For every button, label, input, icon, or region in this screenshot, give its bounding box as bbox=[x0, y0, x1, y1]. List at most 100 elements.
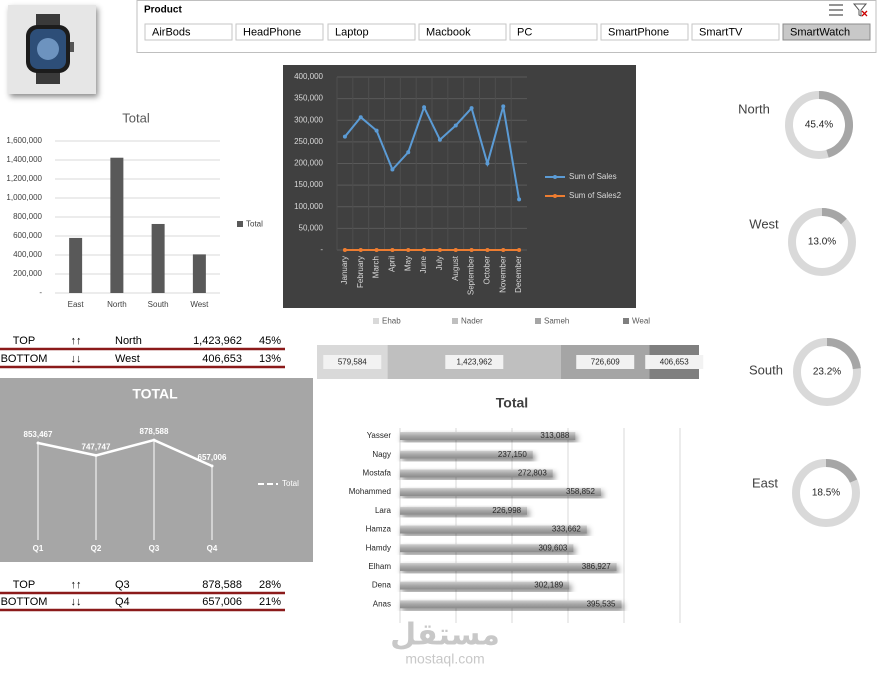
point bbox=[437, 137, 442, 142]
legend-label: Nader bbox=[461, 317, 483, 326]
point bbox=[485, 161, 490, 166]
bar bbox=[400, 432, 576, 440]
point bbox=[358, 248, 363, 252]
table-cell: BOTTOM bbox=[1, 353, 48, 365]
x-tick-label: August bbox=[451, 255, 460, 281]
y-tick-label: Hamdy bbox=[366, 543, 391, 552]
point bbox=[501, 248, 506, 252]
slicer-title: Product bbox=[144, 5, 182, 16]
chart-title: Total bbox=[122, 110, 150, 125]
y-tick-label: 300,000 bbox=[294, 115, 323, 124]
button-box bbox=[327, 23, 416, 41]
bar bbox=[400, 562, 617, 571]
y-tick-label: 400,000 bbox=[13, 250, 42, 259]
legend-label: Weal bbox=[632, 317, 650, 326]
y-tick-label: Mohammed bbox=[349, 487, 391, 496]
y-tick-label: 150,000 bbox=[294, 180, 323, 189]
ring-segment bbox=[821, 208, 847, 225]
point bbox=[210, 464, 214, 468]
chart-title: Total bbox=[496, 395, 528, 411]
legend-label: Sum of Sales2 bbox=[569, 191, 622, 200]
data-label: 406,653 bbox=[660, 358, 689, 367]
point bbox=[390, 167, 395, 172]
ring-segment bbox=[818, 91, 853, 158]
bar bbox=[400, 450, 533, 459]
x-tick-label: Q3 bbox=[149, 544, 160, 553]
y-tick-label: - bbox=[39, 288, 42, 297]
point bbox=[342, 248, 347, 252]
point bbox=[94, 453, 98, 457]
table-cell: North bbox=[115, 335, 142, 347]
point bbox=[422, 105, 427, 110]
point bbox=[358, 115, 363, 120]
product-image bbox=[8, 5, 96, 94]
table-cell: 21% bbox=[259, 596, 281, 608]
table-cell: ↑↑ bbox=[71, 579, 82, 591]
slicer-button[interactable]: HeadPhone bbox=[235, 23, 324, 41]
series-line bbox=[37, 438, 213, 468]
y-tick-label: 1,200,000 bbox=[6, 174, 42, 183]
button-label: AirBods bbox=[152, 26, 191, 38]
data-label: 386,927 bbox=[582, 562, 611, 571]
table-cell: West bbox=[115, 353, 140, 365]
bar bbox=[400, 469, 553, 478]
y-tick-label: 800,000 bbox=[13, 212, 42, 221]
table-cell: 28% bbox=[259, 579, 281, 591]
point bbox=[453, 123, 458, 128]
button-box bbox=[691, 23, 780, 41]
y-tick-label: 600,000 bbox=[13, 231, 42, 240]
clear-filter-icon[interactable] bbox=[852, 3, 868, 17]
label-box bbox=[576, 355, 635, 369]
slicer-button[interactable]: Laptop bbox=[327, 23, 416, 41]
data-label: 579,584 bbox=[338, 358, 367, 367]
y-tick-label: Lara bbox=[375, 506, 392, 515]
point bbox=[374, 248, 379, 252]
data-label: 853,467 bbox=[24, 430, 53, 439]
data-label: 358,852 bbox=[566, 487, 595, 496]
table-cell: TOP bbox=[13, 335, 35, 347]
data-label: 23.2% bbox=[813, 367, 841, 378]
point bbox=[469, 248, 474, 252]
ring-segment bbox=[826, 338, 861, 370]
chart-title: North bbox=[738, 101, 770, 116]
bar bbox=[400, 525, 587, 534]
x-tick-label: Q2 bbox=[91, 544, 102, 553]
bar bbox=[400, 506, 528, 515]
watermark-latin: mostaql.com bbox=[405, 651, 484, 667]
slicer-button[interactable]: Macbook bbox=[418, 23, 507, 41]
slicer-button[interactable]: PC bbox=[509, 23, 598, 41]
multi-select-icon[interactable] bbox=[829, 4, 843, 16]
point bbox=[517, 248, 522, 252]
y-tick-label: 50,000 bbox=[299, 223, 324, 232]
x-tick-label: December bbox=[514, 256, 523, 293]
button-box bbox=[509, 23, 598, 41]
x-tick-label: Q4 bbox=[207, 544, 218, 553]
x-tick-label: November bbox=[498, 256, 507, 293]
slicer-button[interactable]: AirBods bbox=[144, 23, 233, 41]
table-cell: Q3 bbox=[115, 579, 130, 591]
button-box bbox=[782, 23, 871, 41]
button-label: Macbook bbox=[426, 26, 471, 38]
slicer-button[interactable]: SmartTV bbox=[691, 23, 780, 41]
x-tick-label: October bbox=[483, 256, 492, 285]
x-tick-label: March bbox=[372, 256, 381, 278]
chart-title: West bbox=[749, 216, 779, 231]
bar bbox=[400, 581, 570, 590]
slicer-button[interactable]: SmartPhone bbox=[600, 23, 689, 41]
chart-title: East bbox=[752, 475, 778, 490]
label-box bbox=[323, 355, 382, 369]
table-cell: 657,006 bbox=[202, 596, 242, 608]
slicer-button[interactable]: SmartWatch bbox=[782, 23, 871, 41]
y-tick-label: 400,000 bbox=[294, 72, 323, 81]
data-label: 878,588 bbox=[140, 427, 169, 436]
data-label: 395,535 bbox=[587, 599, 616, 608]
point bbox=[517, 197, 522, 202]
x-tick-label: February bbox=[356, 256, 365, 288]
chart-title: TOTAL bbox=[132, 386, 178, 402]
data-label: 18.5% bbox=[812, 488, 840, 499]
x-tick-label: South bbox=[148, 300, 169, 309]
point bbox=[342, 134, 347, 139]
data-label: 313,088 bbox=[540, 431, 569, 440]
legend-label: Ehab bbox=[382, 317, 401, 326]
